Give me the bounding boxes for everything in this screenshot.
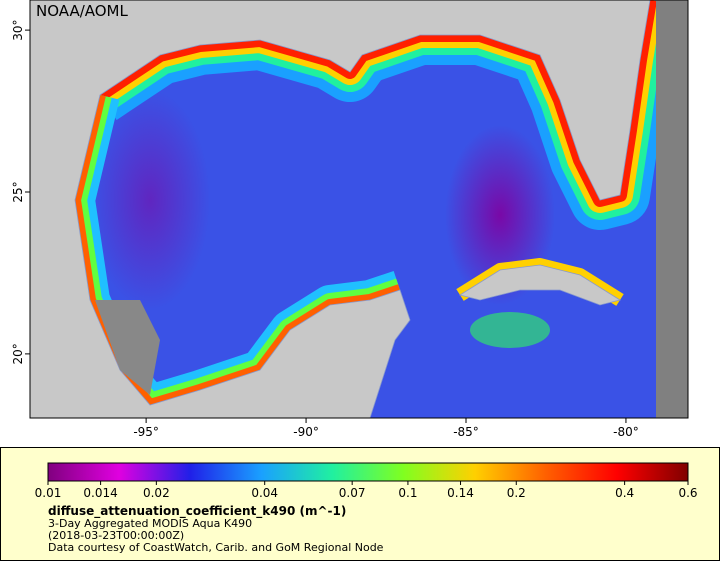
x-tick-label: -90° (293, 425, 319, 439)
legend-line: (2018-03-23T00:00:00Z) (48, 529, 184, 542)
no-data-land (95, 300, 160, 395)
y-tick-label: 25° (11, 181, 25, 202)
no-data-strip (656, 0, 688, 418)
x-tick-label: -95° (133, 425, 159, 439)
green-patch (470, 312, 550, 348)
watermark: NOAA/AOML (36, 2, 129, 20)
x-tick-label: -80° (613, 425, 639, 439)
legend-line: 3-Day Aggregated MODIS Aqua K490 (48, 517, 252, 530)
legend-variable: diffuse_attenuation_coefficient_k490 (m^… (48, 504, 346, 519)
colorbar-tick-label: 0.1 (398, 486, 417, 500)
y-tick-label: 30° (11, 19, 25, 40)
map-frame (29, 0, 689, 419)
colorbar-tick-label: 0.4 (615, 486, 634, 500)
land (30, 0, 651, 418)
west-patch (90, 90, 210, 310)
x-tick-label: -85° (453, 425, 479, 439)
colorbar-tick-label: 0.02 (143, 486, 170, 500)
map-image (30, 0, 688, 418)
colorbar (47, 462, 689, 482)
legend-line: Data courtesy of CoastWatch, Carib. and … (48, 541, 384, 554)
y-tick-label: 20° (11, 343, 25, 364)
colorbar-tick-label: 0.07 (339, 486, 366, 500)
colorbar-tick-label: 0.01 (35, 486, 62, 500)
colorbar-tick-label: 0.14 (447, 486, 474, 500)
colorbar-tick-label: 0.04 (251, 486, 278, 500)
colorbar-tick-label: 0.2 (507, 486, 526, 500)
colorbar-tick-label: 0.014 (83, 486, 117, 500)
colorbar-tick-label: 0.6 (678, 486, 697, 500)
